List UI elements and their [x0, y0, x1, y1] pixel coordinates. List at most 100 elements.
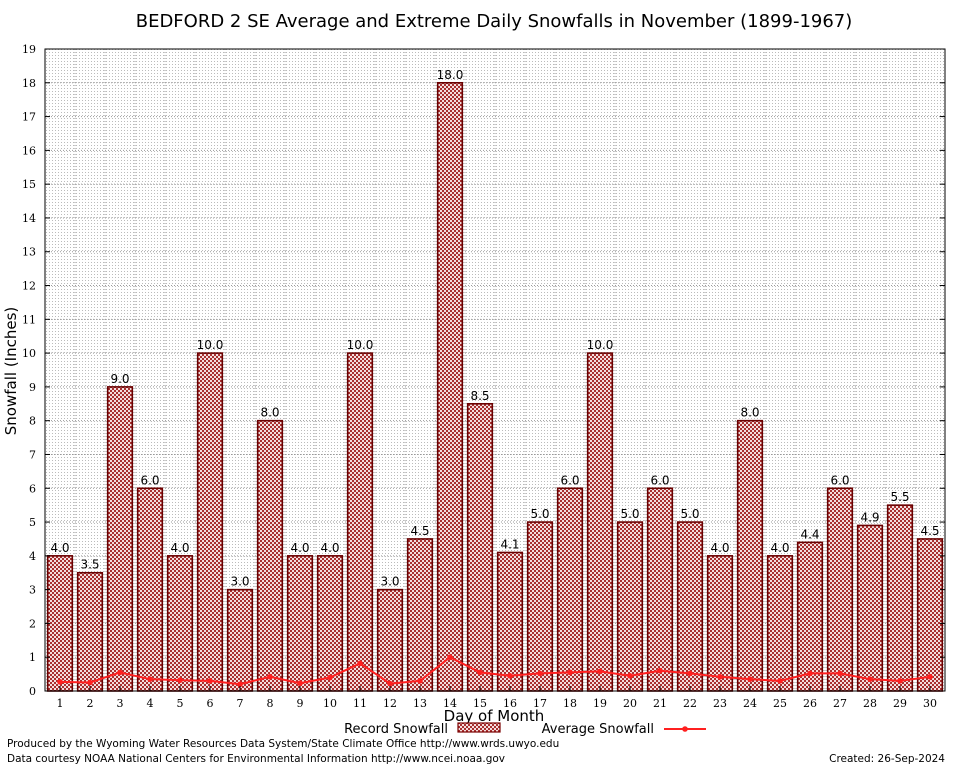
average-point: [837, 670, 843, 677]
bar-value-label: 8.0: [740, 406, 759, 420]
average-point: [927, 674, 933, 680]
x-tick-label: 1: [57, 697, 64, 710]
average-point: [897, 678, 903, 684]
bar-value-label: 4.5: [410, 524, 429, 538]
bar-value-label: 18.0: [437, 68, 464, 82]
average-point: [627, 672, 633, 679]
average-point: [87, 679, 93, 686]
y-tick-label: 4: [29, 550, 36, 563]
x-tick-label: 14: [443, 697, 457, 710]
average-point: [267, 674, 273, 680]
y-tick-label: 13: [22, 246, 36, 259]
bar-labels: 4.0 3.5 9.0 6.0 4.0 10.0 3.0 8.0 4.0 4.0 10.0 3.0 4.…: [50, 68, 939, 589]
bar-value-label: 6.0: [830, 473, 849, 487]
bars: [46, 81, 944, 692]
bar-value-label: 5.0: [680, 507, 699, 521]
record-bar: [106, 386, 134, 692]
x-tick-label: 24: [743, 697, 757, 710]
average-point: [687, 670, 693, 677]
chart-title: BEDFORD 2 SE Average and Extreme Daily S…: [136, 11, 853, 32]
bar-value-label: 5.0: [620, 507, 639, 521]
bar-value-label: 5.5: [890, 490, 909, 504]
x-tick-label: 23: [713, 697, 727, 710]
legend-record-swatch: [457, 722, 501, 733]
average-point: [357, 660, 363, 667]
record-bar: [766, 555, 794, 692]
bar-value-label: 6.0: [650, 473, 669, 487]
x-tick-label: 10: [323, 697, 337, 710]
y-tick-label: 15: [22, 178, 36, 191]
legend: Record Snowfall Average Snowfall: [344, 722, 706, 737]
average-line: [57, 654, 933, 688]
x-ticks: 1 2 3 4 5 6 7 8 9 10 11 12 13 14 15 16 17 18 19 20 21 22 23 24 2…: [57, 686, 937, 710]
y-tick-label: 6: [29, 482, 36, 495]
bar-value-label: 4.0: [770, 541, 789, 555]
average-point: [717, 674, 723, 680]
y-tick-label: 17: [22, 111, 36, 124]
y-tick-label: 3: [29, 584, 36, 597]
record-bar: [376, 588, 404, 692]
record-bar: [826, 487, 854, 692]
y-tick-label: 12: [22, 280, 36, 293]
average-point: [387, 680, 393, 687]
average-point: [537, 670, 543, 677]
x-tick-label: 19: [593, 697, 607, 710]
x-tick-label: 30: [923, 697, 937, 710]
y-tick-label: 5: [29, 516, 36, 529]
record-bar: [406, 538, 434, 692]
bar-value-label: 8.5: [470, 389, 489, 403]
bar-value-label: 4.0: [50, 541, 69, 555]
y-tick-label: 11: [22, 313, 36, 326]
average-point: [297, 680, 303, 687]
y-tick-label: 16: [22, 144, 36, 157]
y-tick-label: 7: [29, 448, 36, 461]
x-tick-label: 21: [653, 697, 667, 710]
record-bar: [136, 487, 164, 692]
x-tick-label: 5: [177, 697, 184, 710]
x-tick-label: 16: [503, 697, 517, 710]
record-bar: [736, 419, 764, 692]
bar-value-label: 3.0: [380, 575, 399, 589]
bar-value-label: 4.9: [860, 510, 879, 524]
bar-value-label: 10.0: [587, 338, 614, 352]
y-axis-label: Snowfall (Inches): [2, 307, 20, 435]
legend-average-label: Average Snowfall: [542, 722, 654, 737]
legend-record-label: Record Snowfall: [344, 722, 448, 737]
x-tick-label: 13: [413, 697, 427, 710]
average-point: [237, 681, 243, 688]
average-point: [117, 669, 123, 676]
record-bar: [526, 521, 554, 692]
average-point: [207, 678, 213, 684]
y-tick-label: 8: [29, 415, 36, 428]
bar-value-label: 4.5: [920, 524, 939, 538]
record-bar: [226, 588, 254, 692]
bar-value-label: 10.0: [347, 338, 374, 352]
average-point: [747, 676, 753, 682]
x-tick-label: 4: [147, 697, 154, 710]
x-tick-label: 8: [267, 697, 274, 710]
x-tick-label: 28: [863, 697, 877, 710]
x-axis-label: Day of Month: [444, 707, 545, 725]
average-point: [477, 669, 483, 676]
record-bar: [706, 555, 734, 692]
bar-value-label: 4.0: [710, 541, 729, 555]
y-tick-label: 19: [22, 43, 36, 56]
y-tick-label: 9: [29, 381, 36, 394]
bar-value-label: 4.4: [800, 527, 819, 541]
average-point: [777, 678, 783, 684]
x-tick-label: 2: [87, 697, 94, 710]
y-tick-label: 2: [29, 617, 36, 630]
record-bar: [616, 521, 644, 692]
legend-average-marker: [682, 726, 688, 732]
bar-value-label: 9.0: [110, 372, 129, 386]
average-point: [57, 679, 63, 685]
bar-value-label: 4.0: [320, 541, 339, 555]
x-tick-label: 29: [893, 697, 907, 710]
average-point: [657, 667, 663, 674]
average-point: [507, 672, 513, 679]
y-tick-label: 10: [22, 347, 36, 360]
record-bar: [796, 541, 824, 692]
bar-value-label: 6.0: [140, 473, 159, 487]
